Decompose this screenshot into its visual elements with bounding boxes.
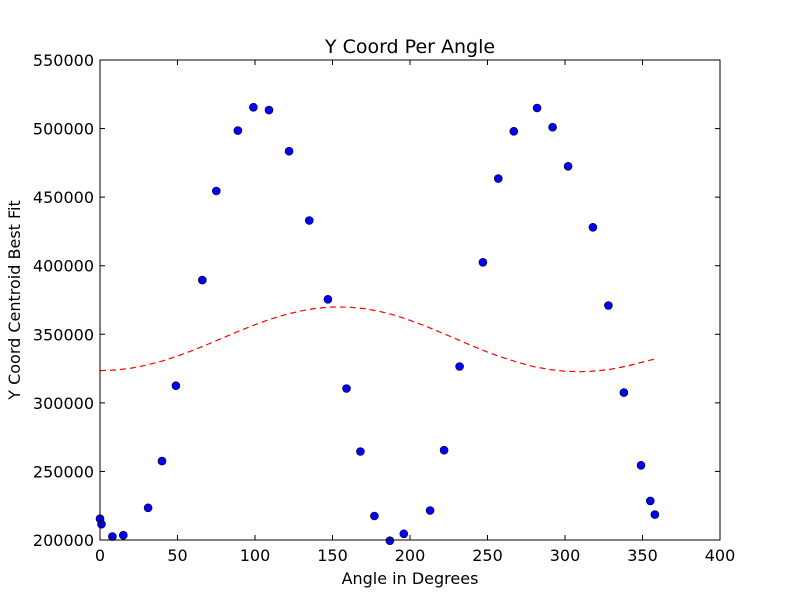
data-point	[455, 362, 464, 371]
data-point	[304, 216, 314, 225]
y-tick-label: 350000	[33, 325, 94, 344]
axis-ticks: 0 50 100 150 200 250 300 350 400 200000 250000 3000…	[33, 51, 735, 565]
plot-marks	[95, 103, 660, 546]
y-tick-label: 300000	[33, 394, 94, 413]
data-point	[399, 529, 409, 539]
data-point	[370, 511, 379, 521]
x-tick-label: 50	[167, 546, 187, 565]
y-tick-label: 400000	[33, 257, 94, 276]
data-point	[439, 445, 449, 455]
data-point	[604, 301, 613, 310]
x-tick-label: 200	[395, 546, 426, 565]
data-point	[478, 257, 488, 267]
x-tick-label: 0	[95, 546, 105, 565]
data-point	[119, 530, 128, 540]
plot-frame	[99, 59, 721, 541]
x-tick-label: 350	[627, 546, 658, 565]
data-point	[650, 510, 660, 519]
data-point	[264, 105, 274, 115]
data-point	[356, 447, 365, 456]
x-tick-label: 100	[240, 546, 271, 565]
x-tick-label: 300	[550, 546, 581, 565]
data-point	[588, 223, 598, 232]
y-tick-label: 200000	[33, 531, 94, 550]
x-tick-label: 250	[472, 546, 503, 565]
data-point	[385, 536, 395, 546]
data-point	[619, 388, 629, 397]
chart-title: Y Coord Per Angle	[324, 36, 495, 58]
x-axis-label: Angle in Degrees	[342, 569, 479, 588]
data-point	[563, 162, 573, 171]
data-point	[198, 275, 207, 285]
data-point	[157, 456, 167, 466]
data-point	[323, 294, 333, 304]
y-tick-label: 500000	[33, 120, 94, 139]
x-tick-label: 150	[317, 546, 348, 565]
data-point	[425, 506, 435, 515]
data-point	[532, 103, 542, 113]
data-point	[171, 381, 181, 391]
data-point	[212, 186, 221, 196]
y-axis-label: Y Coord Centroid Best Fit	[5, 200, 24, 401]
y-tick-label: 550000	[33, 51, 94, 70]
data-point	[143, 503, 153, 513]
x-tick-label: 400	[705, 546, 736, 565]
data-point	[509, 127, 519, 136]
data-point	[97, 519, 106, 529]
y-tick-label: 250000	[33, 462, 94, 481]
data-point	[249, 103, 258, 112]
data-point	[342, 384, 351, 393]
data-point	[636, 460, 646, 470]
data-point	[284, 146, 294, 156]
y-tick-label: 450000	[33, 188, 94, 207]
data-point	[493, 174, 503, 183]
data-point	[108, 532, 117, 541]
data-point	[233, 126, 243, 135]
data-point	[548, 122, 557, 132]
fit-line	[99, 306, 656, 373]
data-point	[645, 496, 655, 506]
